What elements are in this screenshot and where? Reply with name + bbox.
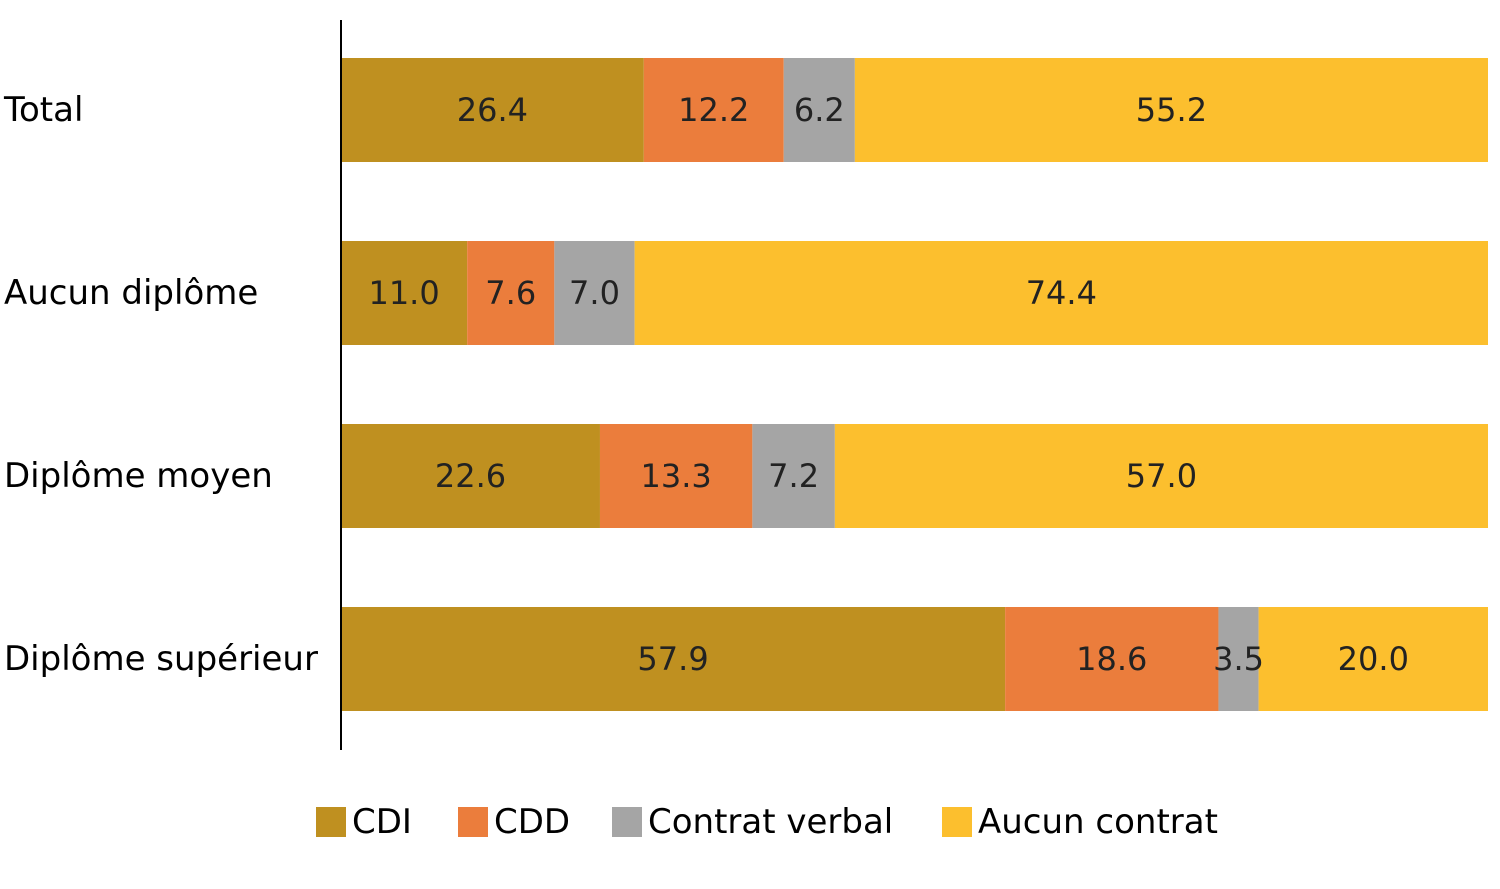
bar-segment-aucun-contrat-aucun-diplome	[634, 241, 1488, 345]
category-label-diplome-moyen: Diplôme moyen	[4, 456, 273, 496]
data-label-cdi-aucun-diplome: 11.0	[368, 274, 439, 312]
category-labels-layer: Total Aucun diplôme Diplôme moyen Diplôme s…	[3, 90, 318, 679]
bar-segment-contrat-verbal-diplome-moyen	[752, 424, 835, 528]
bars-layer	[341, 58, 1488, 711]
bar-segment-cdi-diplome-superieur	[341, 607, 1006, 711]
bar-segment-contrat-verbal-diplome-superieur	[1218, 607, 1259, 711]
legend-label-aucun-contrat: Aucun contrat	[978, 802, 1218, 842]
bar-segment-cdi-diplome-moyen	[341, 424, 600, 528]
legend-item-aucun-contrat: Aucun contrat	[942, 802, 1218, 842]
legend-item-cdi: CDI	[316, 802, 412, 842]
category-label-diplome-superieur: Diplôme supérieur	[4, 639, 318, 679]
bar-segment-cdd-aucun-diplome	[467, 241, 555, 345]
legend-label-contrat-verbal: Contrat verbal	[648, 802, 893, 842]
data-label-aucun-contrat-diplome-superieur: 20.0	[1338, 640, 1409, 678]
data-label-cdd-aucun-diplome: 7.6	[485, 274, 536, 312]
category-label-total: Total	[3, 90, 83, 130]
bar-segment-cdd-diplome-superieur	[1005, 607, 1219, 711]
data-label-cdi-total: 26.4	[457, 91, 528, 129]
bar-segment-aucun-contrat-diplome-superieur	[1258, 607, 1488, 711]
legend-label-cdi: CDI	[352, 802, 412, 842]
data-label-cdd-diplome-superieur: 18.6	[1076, 640, 1147, 678]
data-label-cdi-diplome-superieur: 57.9	[637, 640, 708, 678]
data-label-cdi-diplome-moyen: 22.6	[435, 457, 506, 495]
legend: CDI CDD Contrat verbal Aucun contrat	[316, 802, 1218, 842]
bar-segment-cdd-diplome-moyen	[599, 424, 753, 528]
bar-segment-aucun-contrat-diplome-moyen	[834, 424, 1488, 528]
data-label-contrat-verbal-diplome-moyen: 7.2	[768, 457, 819, 495]
legend-swatch-contrat-verbal	[612, 807, 642, 837]
legend-swatch-cdd	[458, 807, 488, 837]
legend-item-contrat-verbal: Contrat verbal	[612, 802, 893, 842]
category-label-aucun-diplome: Aucun diplôme	[4, 273, 258, 313]
bar-segment-cdd-total	[643, 58, 784, 162]
data-label-cdd-total: 12.2	[678, 91, 749, 129]
bar-segment-aucun-contrat-total	[854, 58, 1488, 162]
value-labels-layer: 26.4 12.2 6.2 55.2 11.0 7.6 7.0 74.4 22.6 13.3 7.2…	[368, 91, 1408, 678]
bar-segment-contrat-verbal-total	[783, 58, 855, 162]
data-label-contrat-verbal-total: 6.2	[794, 91, 845, 129]
legend-swatch-aucun-contrat	[942, 807, 972, 837]
data-label-aucun-contrat-aucun-diplome: 74.4	[1026, 274, 1097, 312]
bar-segment-cdi-aucun-diplome	[341, 241, 468, 345]
data-label-contrat-verbal-diplome-superieur: 3.5	[1213, 640, 1264, 678]
data-label-cdd-diplome-moyen: 13.3	[641, 457, 712, 495]
legend-swatch-cdi	[316, 807, 346, 837]
data-label-aucun-contrat-diplome-moyen: 57.0	[1126, 457, 1197, 495]
legend-item-cdd: CDD	[458, 802, 570, 842]
data-label-aucun-contrat-total: 55.2	[1136, 91, 1207, 129]
data-label-contrat-verbal-aucun-diplome: 7.0	[569, 274, 620, 312]
legend-label-cdd: CDD	[494, 802, 570, 842]
bar-segment-contrat-verbal-aucun-diplome	[554, 241, 635, 345]
bar-segment-cdi-total	[341, 58, 644, 162]
